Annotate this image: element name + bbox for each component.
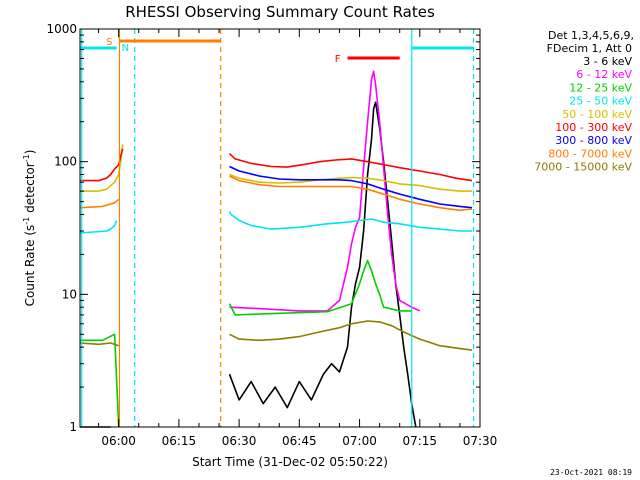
- series-line-2-seg-0: [80, 333, 120, 428]
- series-line-1-seg-0: [229, 70, 421, 312]
- axes: 06:00 06:15 06:30 06:45 07:00 07:15 07:30 1 10 10…: [46, 22, 497, 448]
- x-tick-label-0: 06:00: [101, 434, 136, 448]
- y-tick-label-0: 1: [69, 420, 77, 434]
- x-tick-label-2: 06:30: [222, 434, 257, 448]
- x-tick-label-3: 06:45: [282, 434, 317, 448]
- observing-bar-label-3: F: [335, 54, 341, 65]
- y-axis-label-sup1: -1: [22, 217, 31, 225]
- y-axis-label-prefix: Count Rate (s: [23, 225, 37, 307]
- y-tick-label-3: 1000: [46, 22, 77, 36]
- observing-bar-label-0: S: [106, 37, 112, 48]
- legend-entry-6: 300 - 800 keV: [555, 134, 632, 147]
- x-tick-label-5: 07:15: [402, 434, 437, 448]
- series-line-8-seg-0: [80, 342, 119, 347]
- y-axis-label-sup2: -1: [22, 154, 31, 162]
- legend-entry-5: 100 - 300 keV: [555, 121, 632, 134]
- series-line-4-seg-0: [80, 144, 124, 192]
- x-axis-label: Start Time (31-Dec-02 05:50:22): [192, 455, 388, 469]
- legend-entry-3: 25 - 50 keV: [569, 95, 632, 108]
- y-axis-label: Count Rate (s-1 detector-1): [22, 150, 37, 307]
- series-line-5-seg-0: [80, 148, 124, 182]
- legend-entry-0: 3 - 6 keV: [583, 55, 632, 68]
- observing-bar-label-1: N: [122, 43, 129, 54]
- footer-date: 23-Oct-2021 08:19: [550, 468, 632, 477]
- series-line-2-seg-1: [228, 259, 412, 316]
- legend-entry-7: 800 - 7000 keV: [548, 147, 632, 160]
- x-tick-label-4: 07:00: [342, 434, 377, 448]
- series-line-6-seg-0: [229, 165, 473, 209]
- series-line-7-seg-0: [80, 198, 120, 209]
- legend: Det 1,3,4,5,6,9, FDecim 1, Att 0 3 - 6 k…: [534, 29, 634, 174]
- y-tick-label-1: 10: [62, 287, 77, 301]
- series-line-4-seg-1: [229, 173, 472, 192]
- series-line-3-seg-1: [228, 211, 472, 232]
- data-layer: [80, 70, 473, 428]
- chart-title: RHESSI Observing Summary Count Rates: [125, 3, 435, 21]
- plot-frame: [79, 28, 481, 428]
- x-tick-label-1: 06:15: [162, 434, 197, 448]
- legend-entry-4: 50 - 100 keV: [562, 108, 632, 121]
- series-line-3-seg-0: [80, 220, 118, 234]
- series-line-5-seg-1: [228, 153, 473, 182]
- x-tick-label-6: 07:30: [463, 434, 498, 448]
- y-axis-label-suffix: ): [23, 150, 37, 155]
- legend-entry-2: 12 - 25 keV: [569, 81, 632, 94]
- observing-markers: SN F: [80, 29, 475, 427]
- legend-header-line-2: FDecim 1, Att 0: [547, 42, 632, 55]
- y-tick-label-2: 100: [54, 155, 77, 169]
- legend-header-line-1: Det 1,3,4,5,6,9,: [548, 29, 634, 42]
- series-line-7-seg-1: [229, 175, 473, 212]
- legend-entry-8: 7000 - 15000 keV: [534, 161, 632, 174]
- legend-entry-1: 6 - 12 keV: [576, 68, 632, 81]
- y-axis-label-mid: detector: [23, 162, 37, 217]
- series-line-8-seg-1: [229, 320, 473, 351]
